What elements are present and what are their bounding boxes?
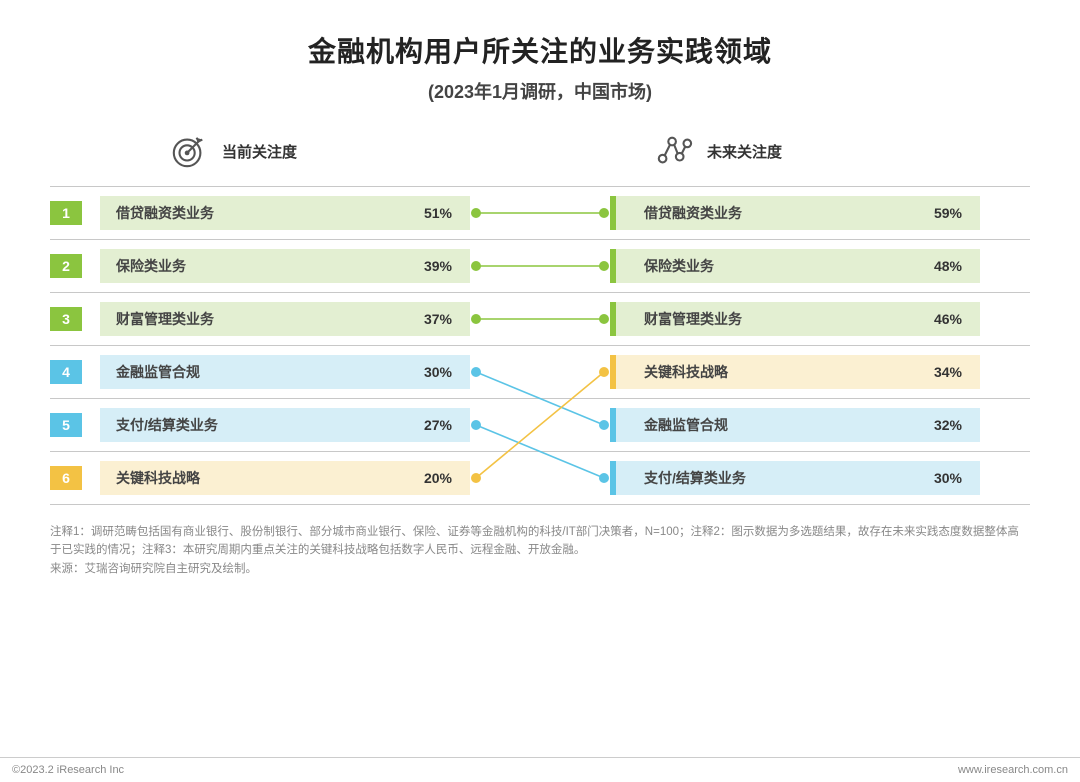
left-value: 51%	[424, 205, 452, 221]
network-icon	[655, 132, 693, 170]
left-bar: 关键科技战略 20%	[100, 461, 470, 495]
page-footer: ©2023.2 iResearch Inc www.iresearch.com.…	[0, 757, 1080, 782]
ranking-row: 6 关键科技战略 20% 支付/结算类业务 30%	[50, 452, 1030, 504]
right-bar: 保险类业务 48%	[610, 249, 980, 283]
left-label: 支付/结算类业务	[116, 415, 218, 435]
right-label: 支付/结算类业务	[644, 468, 746, 488]
left-label: 关键科技战略	[116, 468, 200, 488]
ranking-row: 1 借贷融资类业务 51% 借贷融资类业务 59%	[50, 187, 1030, 239]
page-title: 金融机构用户所关注的业务实践领域	[50, 30, 1030, 70]
left-value: 20%	[424, 470, 452, 486]
right-bar: 借贷融资类业务 59%	[610, 196, 980, 230]
left-value: 39%	[424, 258, 452, 274]
left-bar: 财富管理类业务 37%	[100, 302, 470, 336]
left-value: 30%	[424, 364, 452, 380]
right-label: 保险类业务	[644, 256, 714, 276]
ranking-row: 5 支付/结算类业务 27% 金融监管合规 32%	[50, 399, 1030, 451]
left-value: 27%	[424, 417, 452, 433]
right-header-label: 未来关注度	[707, 141, 782, 162]
left-label: 财富管理类业务	[116, 309, 214, 329]
right-bar-cap	[610, 355, 616, 389]
left-bar: 保险类业务 39%	[100, 249, 470, 283]
target-icon	[170, 132, 208, 170]
right-bar-cap	[610, 302, 616, 336]
right-value: 46%	[934, 311, 962, 327]
right-value: 32%	[934, 417, 962, 433]
rank-badge: 6	[50, 466, 82, 490]
left-bar: 借贷融资类业务 51%	[100, 196, 470, 230]
left-value: 37%	[424, 311, 452, 327]
page-subtitle: (2023年1月调研，中国市场)	[50, 78, 1030, 104]
right-bar-cap	[610, 249, 616, 283]
note-line: 注释1：调研范畴包括国有商业银行、股份制银行、部分城市商业银行、保险、证券等金融…	[50, 523, 1030, 560]
right-value: 30%	[934, 470, 962, 486]
right-bar: 关键科技战略 34%	[610, 355, 980, 389]
right-value: 48%	[934, 258, 962, 274]
rank-badge: 1	[50, 201, 82, 225]
footnotes: 注释1：调研范畴包括国有商业银行、股份制银行、部分城市商业银行、保险、证券等金融…	[50, 523, 1030, 578]
copyright: ©2023.2 iResearch Inc	[12, 764, 124, 776]
left-bar: 金融监管合规 30%	[100, 355, 470, 389]
right-label: 借贷融资类业务	[644, 203, 742, 223]
ranking-row: 2 保险类业务 39% 保险类业务 48%	[50, 240, 1030, 292]
rank-badge: 3	[50, 307, 82, 331]
right-bar: 财富管理类业务 46%	[610, 302, 980, 336]
ranking-row: 3 财富管理类业务 37% 财富管理类业务 46%	[50, 293, 1030, 345]
left-bar: 支付/结算类业务 27%	[100, 408, 470, 442]
right-bar: 金融监管合规 32%	[610, 408, 980, 442]
ranking-row: 4 金融监管合规 30% 关键科技战略 34%	[50, 346, 1030, 398]
rank-badge: 5	[50, 413, 82, 437]
note-line: 来源：艾瑞咨询研究院自主研究及绘制。	[50, 560, 1030, 578]
right-value: 34%	[934, 364, 962, 380]
right-bar: 支付/结算类业务 30%	[610, 461, 980, 495]
right-value: 59%	[934, 205, 962, 221]
ranking-chart: 1 借贷融资类业务 51% 借贷融资类业务 59% 2 保险类业务 39% 保险…	[50, 186, 1030, 505]
divider	[50, 504, 1030, 505]
right-label: 关键科技战略	[644, 362, 728, 382]
left-header-label: 当前关注度	[222, 141, 297, 162]
right-bar-cap	[610, 461, 616, 495]
left-label: 借贷融资类业务	[116, 203, 214, 223]
right-label: 财富管理类业务	[644, 309, 742, 329]
right-label: 金融监管合规	[644, 415, 728, 435]
right-bar-cap	[610, 196, 616, 230]
column-headers: 当前关注度 未来关注度	[50, 132, 1030, 170]
left-label: 保险类业务	[116, 256, 186, 276]
right-bar-cap	[610, 408, 616, 442]
rank-badge: 2	[50, 254, 82, 278]
left-label: 金融监管合规	[116, 362, 200, 382]
site-url: www.iresearch.com.cn	[958, 764, 1068, 776]
rank-badge: 4	[50, 360, 82, 384]
